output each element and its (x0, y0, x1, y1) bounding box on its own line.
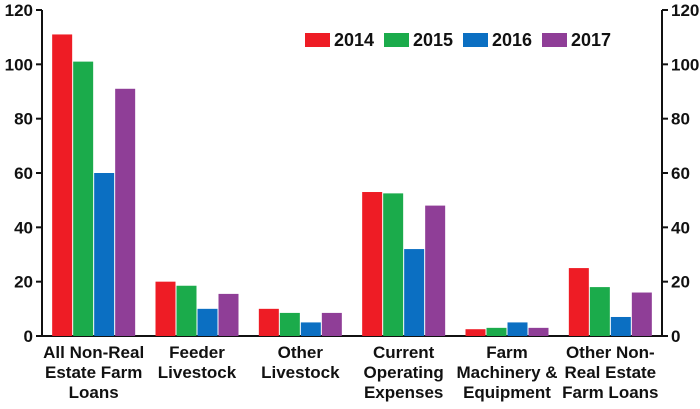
category-label: Machinery & (456, 363, 557, 382)
bar-2014-cat-5 (568, 268, 589, 336)
legend-label-2017: 2017 (571, 30, 611, 50)
bars-group (52, 34, 652, 337)
legend-label-2016: 2016 (492, 30, 532, 50)
bar-2016-cat-0 (94, 173, 115, 336)
y-tick-label-right: 100 (671, 55, 699, 74)
y-tick-label-right: 0 (671, 327, 680, 346)
category-label: Estate Farm (45, 363, 142, 382)
y-tick-label-left: 0 (24, 327, 33, 346)
category-label: Real Estate (564, 363, 656, 382)
left-y-axis: 0 20 40 60 80 100 120 (5, 1, 42, 346)
legend-label-2015: 2015 (413, 30, 453, 50)
bar-2014-cat-3 (362, 192, 383, 336)
category-label: Expenses (364, 383, 443, 402)
y-tick-label-left: 80 (14, 110, 33, 129)
bar-2016-cat-1 (197, 308, 218, 336)
bar-2014-cat-4 (465, 329, 486, 336)
bar-2015-cat-1 (176, 285, 197, 336)
category-label: Livestock (261, 363, 340, 382)
bar-2015-cat-0 (73, 61, 94, 336)
legend: 2014 2015 2016 2017 (305, 30, 611, 50)
right-y-axis: 0 20 40 60 80 100 120 (662, 1, 699, 346)
y-tick-label-right: 120 (671, 1, 699, 20)
legend-swatch-2017 (542, 33, 567, 47)
bar-2014-cat-2 (258, 308, 279, 336)
category-label: All Non-Real (43, 343, 144, 362)
category-label: Livestock (158, 363, 237, 382)
category-label: Current (373, 343, 435, 362)
category-label: Farm Loans (562, 383, 658, 402)
bar-2015-cat-3 (383, 193, 404, 336)
bar-2017-cat-2 (321, 312, 342, 336)
y-tick-label-right: 40 (671, 218, 690, 237)
bar-2016-cat-5 (610, 316, 631, 336)
bar-2014-cat-1 (155, 281, 176, 336)
bar-2017-cat-1 (218, 293, 239, 336)
y-tick-label-right: 20 (671, 273, 690, 292)
bar-2017-cat-4 (528, 327, 549, 336)
y-tick-label-left: 100 (5, 55, 33, 74)
category-label: Farm (486, 343, 528, 362)
y-tick-label-left: 40 (14, 218, 33, 237)
bar-2016-cat-2 (300, 322, 321, 336)
y-tick-label-left: 60 (14, 164, 33, 183)
bar-2017-cat-5 (631, 292, 652, 336)
bar-2016-cat-3 (404, 249, 425, 336)
bar-2015-cat-5 (589, 287, 610, 336)
y-tick-label-right: 80 (671, 110, 690, 129)
bar-2015-cat-4 (486, 327, 507, 336)
legend-swatch-2015 (384, 33, 409, 47)
legend-swatch-2016 (463, 33, 488, 47)
bar-2017-cat-0 (115, 88, 136, 337)
bar-2016-cat-4 (507, 322, 528, 336)
category-label: Loans (69, 383, 119, 402)
category-label: Other Non- (566, 343, 655, 362)
legend-swatch-2014 (305, 33, 330, 47)
y-tick-label-left: 120 (5, 1, 33, 20)
y-tick-label-right: 60 (671, 164, 690, 183)
legend-label-2014: 2014 (334, 30, 374, 50)
y-tick-label-left: 20 (14, 273, 33, 292)
category-label: Other (278, 343, 324, 362)
bar-2015-cat-2 (279, 312, 300, 336)
category-label: Feeder (169, 343, 225, 362)
bar-2017-cat-3 (425, 205, 446, 336)
category-label: Operating (364, 363, 444, 382)
bar-2014-cat-0 (52, 34, 73, 336)
category-label: Equipment (463, 383, 551, 402)
